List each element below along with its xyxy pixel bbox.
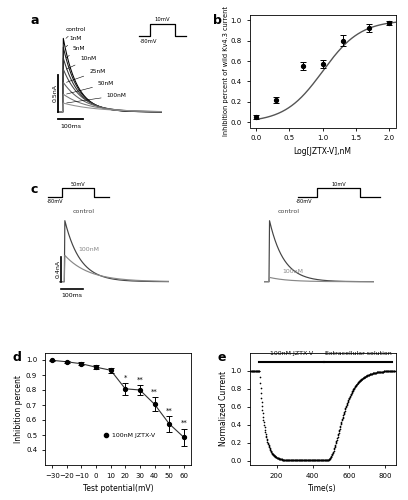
Text: Extracellular solution: Extracellular solution (325, 351, 392, 356)
X-axis label: Log[JZTX-V],nM: Log[JZTX-V],nM (294, 146, 352, 156)
Text: a: a (30, 14, 39, 27)
Text: c: c (30, 182, 38, 196)
Text: 100nM JZTX-V: 100nM JZTX-V (112, 432, 155, 438)
Text: *: * (124, 374, 127, 380)
Text: d: d (13, 352, 22, 364)
Y-axis label: Normalized Current: Normalized Current (219, 371, 228, 446)
Text: 100nM JZTX-V: 100nM JZTX-V (270, 351, 313, 356)
Text: b: b (213, 14, 222, 27)
Y-axis label: Inhibition percent of wild Kv4.3 current: Inhibition percent of wild Kv4.3 current (223, 6, 229, 136)
Text: **: ** (166, 408, 173, 414)
Text: **: ** (151, 388, 158, 394)
X-axis label: Test potential(mV): Test potential(mV) (83, 484, 153, 493)
X-axis label: Time(s): Time(s) (308, 484, 337, 493)
Text: e: e (217, 352, 226, 364)
Text: **: ** (137, 377, 143, 383)
Y-axis label: Inhibition percent: Inhibition percent (14, 375, 23, 443)
Text: **: ** (180, 420, 187, 426)
